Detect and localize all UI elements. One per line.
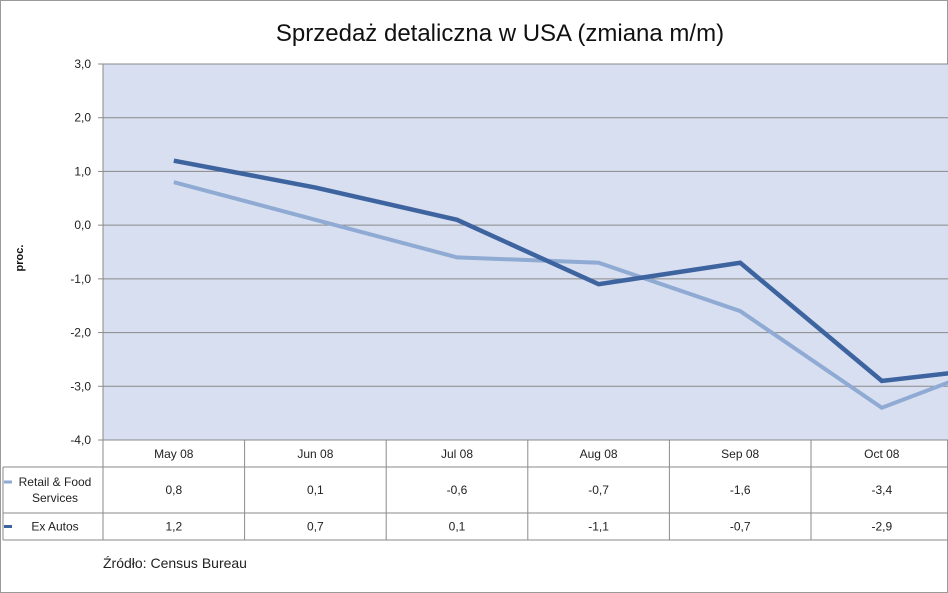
data-label: -3,4	[871, 483, 892, 497]
data-label: -0,7	[588, 483, 609, 497]
data-label: -1,6	[730, 483, 751, 497]
y-tick-label: 3,0	[74, 57, 91, 71]
x-tick-label: May 08	[154, 447, 194, 461]
y-tick-label: 2,0	[74, 111, 91, 125]
series-line-ex-autos	[173, 158, 948, 384]
x-tick-label: Aug 08	[580, 447, 618, 461]
y-tick-label: 0,0	[74, 218, 91, 232]
data-label: 0,1	[449, 520, 466, 534]
legend-label: Ex Autos	[31, 520, 78, 534]
chart-title: Sprzedaż detaliczna w USA (zmiana m/m)	[275, 20, 725, 47]
data-label: -1,1	[588, 520, 609, 534]
data-label: 0,8	[165, 483, 182, 497]
data-label: 0,1	[307, 483, 324, 497]
x-tick-label: Sep 08	[721, 447, 759, 461]
x-tick-label: Jun 08	[297, 447, 333, 461]
data-label: 0,7	[307, 520, 324, 534]
series-line-retail	[173, 180, 948, 411]
legend-label: Services	[32, 491, 78, 505]
x-tick-label: Jul 08	[441, 447, 473, 461]
data-label: -2,9	[871, 520, 892, 534]
data-label: -0,7	[730, 520, 751, 534]
x-tick-label: Oct 08	[864, 447, 900, 461]
data-label: -0,6	[447, 483, 468, 497]
y-tick-label: -1,0	[70, 272, 91, 286]
source-note: Źródło: Census Bureau	[103, 555, 247, 571]
y-tick-label: -4,0	[70, 433, 91, 447]
legend-label: Retail & Food	[19, 475, 92, 489]
y-tick-label: -3,0	[70, 379, 91, 393]
data-label: 1,2	[165, 520, 182, 534]
y-tick-label: 1,0	[74, 164, 91, 178]
y-tick-label: -2,0	[70, 326, 91, 340]
